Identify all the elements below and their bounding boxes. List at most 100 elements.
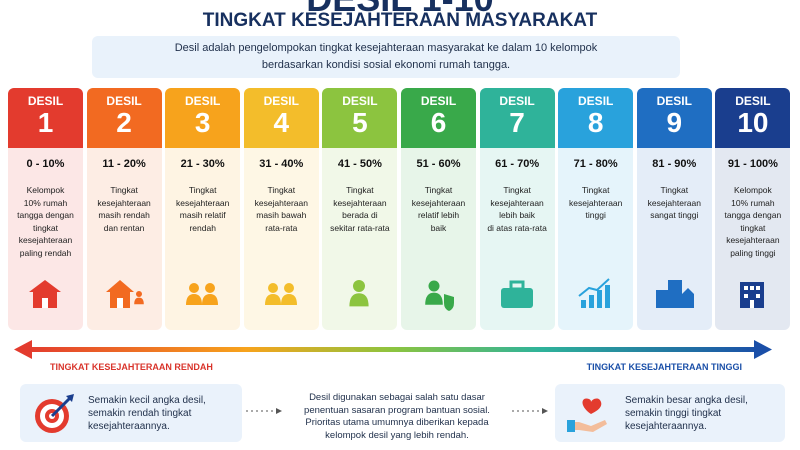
description-line: Tingkat [346, 185, 374, 195]
description-line: tingkat [32, 222, 59, 233]
decile-header: DESIL 4 [243, 88, 319, 148]
description-line: Kelompok [26, 185, 65, 195]
description-line: dan rentan [103, 222, 145, 233]
note-center: Desil digunakan sebagai salah satu dasar… [282, 392, 512, 442]
note-line: Prioritas utama umumnya diberikan kepada [305, 417, 489, 428]
description-line: Tingkat [503, 185, 531, 195]
description-line: Tingkat [660, 185, 689, 195]
decile-range: 41 - 50% [337, 158, 382, 170]
description-line: kesejahteraan [411, 197, 466, 208]
decile-label: DESIL [578, 94, 614, 108]
decile-card: DESIL 3 21 - 30% Tingkat kesejahteraan masih … [165, 88, 241, 330]
note-line: semakin tinggi tingkat [625, 408, 722, 419]
decile-range: 71 - 80% [573, 158, 618, 170]
description-line: masih bawah [256, 210, 307, 220]
dotted-arrow [246, 408, 282, 414]
decile-description: Kelompok 10% rumah tangga dengan tingkat kes… [715, 184, 790, 259]
decile-number: 5 [352, 107, 368, 138]
decile-description: Tingkat kesejahteraan lebih baik di atas ra… [480, 184, 555, 234]
decile-number: 7 [509, 107, 525, 138]
decile-icon [500, 280, 533, 308]
decile-card: DESIL 10 91 - 100% Kelompok 10% rumah tangga … [715, 88, 791, 330]
decile-range: 61 - 70% [495, 158, 540, 170]
decile-description: Tingkat kesejahteraan tinggi [558, 184, 633, 222]
note-line: kesejahteraannya. [88, 421, 170, 432]
intro-line: Desil adalah pengelompokan tingkat kesej… [174, 42, 598, 54]
decile-card: DESIL 1 0 - 10% Kelompok 10% rumah tangga den… [8, 88, 83, 330]
decile-range: 91 - 100% [727, 158, 778, 170]
decile-description: Tingkat kesejahteraan masih rendah dan rent… [87, 184, 162, 234]
description-line: masih rendah [98, 210, 150, 220]
description-line: rata-rata [265, 222, 298, 233]
description-line: tinggi [585, 210, 606, 220]
description-line: sekitar rata-rata [330, 222, 390, 233]
note-line: Desil digunakan sebagai salah satu dasar [309, 392, 485, 403]
decile-header: DESIL 3 [165, 88, 241, 148]
decile-number: 4 [273, 107, 290, 138]
decile-range: 0 - 10% [26, 158, 65, 170]
decile-card: DESIL 8 71 - 80% Tingkat kesejahteraan tinggi [558, 88, 634, 330]
decile-icon [105, 280, 144, 308]
note-right: Semakin besar angka desil, semakin tingg… [625, 394, 748, 433]
description-line: berada di [342, 210, 378, 220]
description-line: tangga dengan [17, 210, 74, 220]
description-line: Tingkat [267, 185, 296, 195]
description-line: paling rendah [19, 247, 72, 258]
decile-card: DESIL 9 81 - 90% Tingkat kesejahteraan sangat… [636, 88, 712, 330]
decile-label: DESIL [735, 94, 771, 108]
decile-card: DESIL 7 61 - 70% Tingkat kesejahteraan lebih … [479, 88, 555, 330]
decile-card: DESIL 2 11 - 20% Tingkat kesejahteraan masih … [86, 88, 162, 330]
decile-number: 9 [666, 107, 683, 138]
note-left: Semakin kecil angka desil, semakin renda… [88, 394, 206, 433]
description-line: Tingkat [188, 185, 217, 195]
dotted-arrow [512, 408, 548, 414]
description-line: kesejahteraan [18, 235, 73, 245]
description-line: tingkat [740, 222, 766, 233]
description-line: tangga dengan [724, 210, 782, 220]
description-line: Tingkat [424, 185, 453, 195]
decile-number: 3 [194, 107, 211, 138]
decile-header: DESIL 10 [715, 88, 791, 148]
decile-icon [655, 280, 694, 308]
note-box-right: Semakin besar angka desil, semakin tingg… [555, 384, 785, 442]
intro-line: berdasarkan kondisi sosial ekonomi rumah… [261, 59, 511, 71]
decile-label: DESIL [499, 94, 535, 108]
decile-range: 51 - 60% [416, 158, 461, 170]
decile-number: 1 [37, 107, 54, 138]
decile-description: Tingkat kesejahteraan berada di sekitar rat… [322, 184, 397, 234]
decile-range: 31 - 40% [259, 158, 304, 170]
scale-low: TINGKAT KESEJAHTERAAN RENDAH [50, 362, 213, 372]
decile-header: DESIL 6 [401, 88, 476, 148]
decile-number: 8 [587, 107, 604, 138]
decile-label: DESIL [185, 94, 221, 108]
decile-number: 10 [737, 107, 769, 138]
description-line: di atas rata-rata [487, 222, 547, 233]
description-line: kesejahteraan [726, 235, 780, 245]
description-line: kesejahteraan [175, 197, 230, 208]
decile-icon [740, 282, 765, 308]
description-line: kesejahteraan [333, 197, 387, 208]
decile-description: Tingkat kesejahteraan relatif lebih baik [401, 184, 476, 234]
decile-header: DESIL 7 [479, 88, 555, 148]
decile-range: 81 - 90% [652, 158, 697, 170]
description-line: masih relatif [179, 210, 226, 220]
decile-number: 6 [430, 107, 447, 138]
decile-description: Tingkat kesejahteraan sangat tinggi [637, 184, 712, 222]
scale-high: TINGKAT KESEJAHTERAAN TINGGI [586, 362, 742, 372]
description-line: kesejahteraan [97, 197, 151, 208]
description-line: kesejahteraan [647, 197, 701, 208]
decile-description: Tingkat kesejahteraan masih bawah rata-rata [244, 184, 319, 234]
decile-label: DESIL [27, 94, 64, 108]
decile-icon [578, 278, 611, 308]
note-line: Semakin besar angka desil, [625, 395, 748, 406]
description-line: relatif lebih [417, 210, 460, 220]
description-line: rendah [189, 222, 216, 233]
note-line: Semakin kecil angka desil, [88, 395, 206, 406]
decile-label: DESIL [263, 94, 299, 108]
decile-icon [264, 283, 297, 305]
decile-description: Tingkat kesejahteraan masih relatif rendah [165, 184, 240, 234]
description-line: kesejahteraan [490, 197, 544, 208]
note-line: semakin rendah tingkat [88, 408, 192, 419]
note-line: kelompok desil yang lebih rendah. [325, 429, 469, 441]
